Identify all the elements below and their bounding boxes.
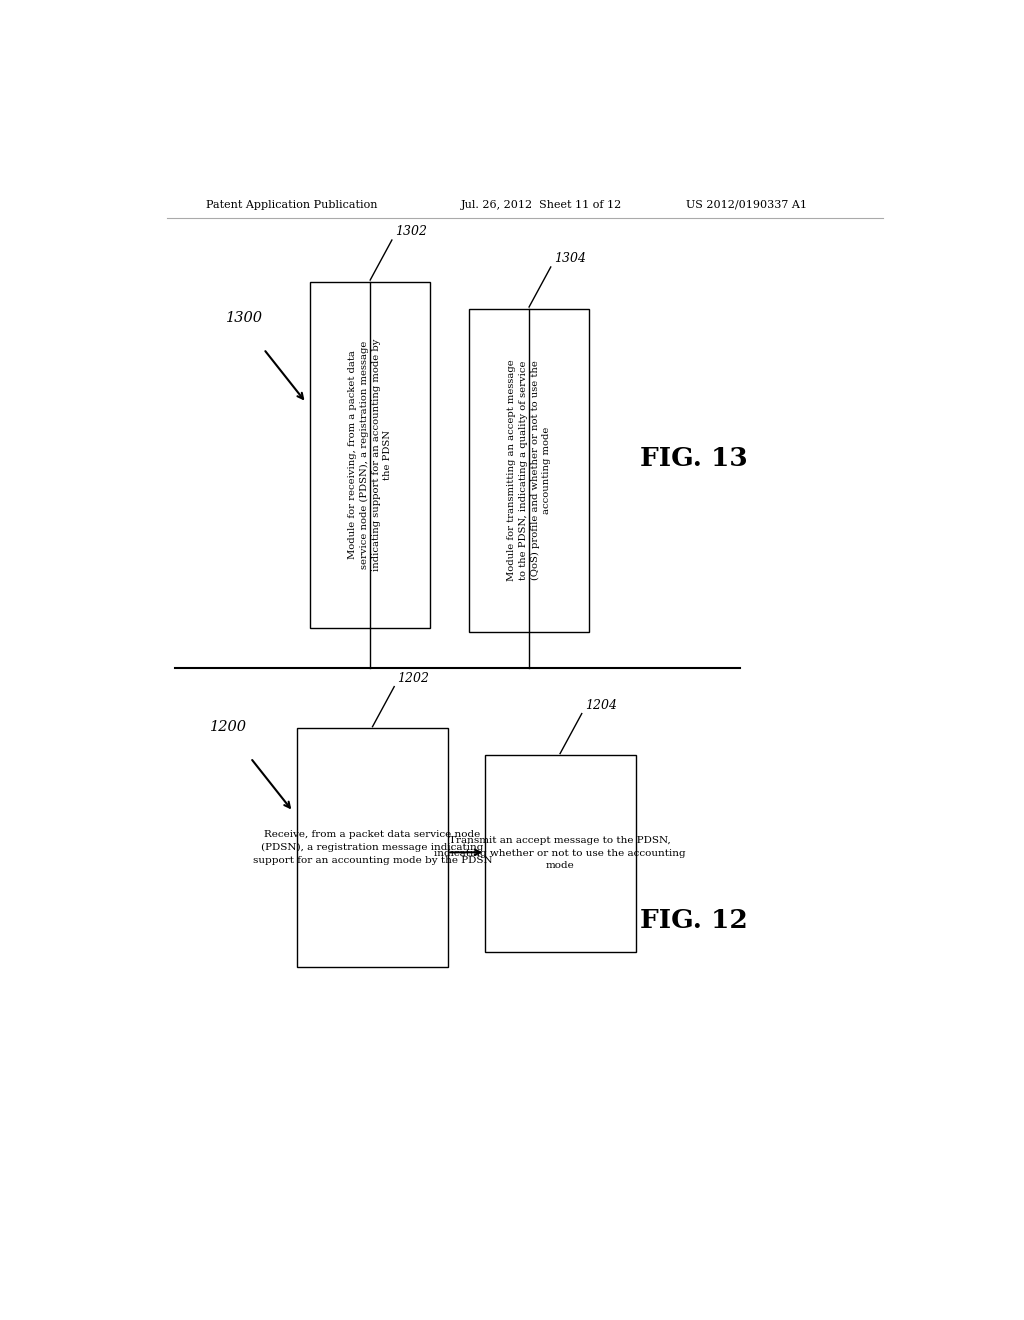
Text: 1304: 1304 <box>554 252 586 265</box>
Bar <box>484 755 636 952</box>
Bar <box>469 309 589 632</box>
Bar <box>310 281 430 628</box>
Text: US 2012/0190337 A1: US 2012/0190337 A1 <box>686 199 807 210</box>
Text: FIG. 13: FIG. 13 <box>640 446 748 471</box>
Text: FIG. 12: FIG. 12 <box>640 908 748 933</box>
Text: 1200: 1200 <box>210 719 247 734</box>
Text: Patent Application Publication: Patent Application Publication <box>206 199 377 210</box>
Text: 1302: 1302 <box>395 226 427 239</box>
Text: Module for transmitting an accept message
to the PDSN, indicating a quality of s: Module for transmitting an accept messag… <box>507 359 551 581</box>
Bar <box>297 729 449 966</box>
Text: 1204: 1204 <box>585 700 616 711</box>
Text: 1202: 1202 <box>397 672 429 685</box>
Text: Transmit an accept message to the PDSN,
indicating whether or not to use the acc: Transmit an accept message to the PDSN, … <box>434 837 686 870</box>
Text: Module for receiving, from a packet data
service node (PDSN), a registration mes: Module for receiving, from a packet data… <box>348 339 392 572</box>
Text: 1300: 1300 <box>225 312 263 325</box>
Text: Jul. 26, 2012  Sheet 11 of 12: Jul. 26, 2012 Sheet 11 of 12 <box>461 199 623 210</box>
Text: Receive, from a packet data service node
(PDSN), a registration message indicati: Receive, from a packet data service node… <box>253 830 493 865</box>
